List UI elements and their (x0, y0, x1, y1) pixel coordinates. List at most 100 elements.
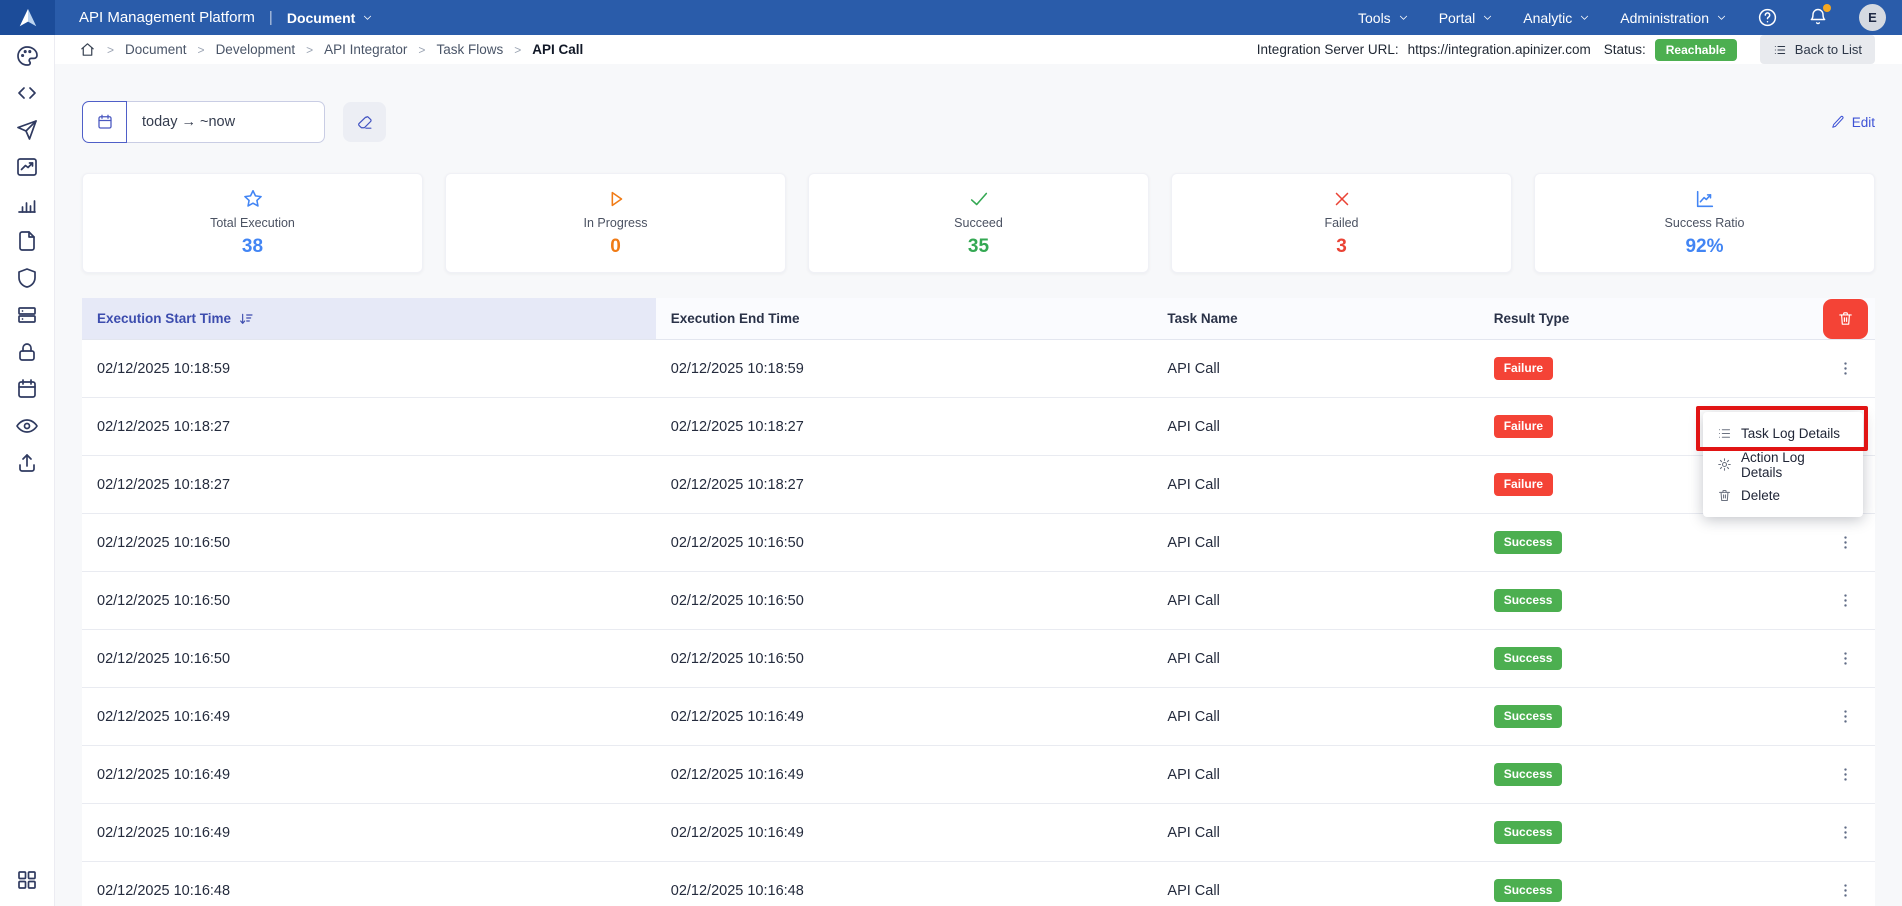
table-row[interactable]: 02/12/2025 10:18:27 02/12/2025 10:18:27 … (82, 398, 1875, 456)
menu-item-delete[interactable]: Delete (1703, 480, 1863, 511)
cell-start-time: 02/12/2025 10:16:48 (82, 883, 656, 899)
cell-start-time: 02/12/2025 10:18:59 (82, 361, 656, 377)
kebab-icon (1837, 592, 1854, 609)
clear-filter-button[interactable] (343, 102, 386, 142)
edit-link[interactable]: Edit (1831, 115, 1875, 130)
chevron-down-icon (1716, 12, 1727, 23)
back-to-list-label: Back to List (1795, 42, 1862, 57)
column-header-result-type[interactable]: Result Type (1479, 298, 1815, 339)
breadcrumb-link-document[interactable]: Document (125, 42, 187, 57)
row-actions-kebab[interactable] (1832, 356, 1858, 382)
sidebar-item-code[interactable] (15, 81, 39, 105)
date-range-input[interactable] (127, 101, 325, 143)
menu-item-action-log-details[interactable]: Action Log Details (1703, 449, 1863, 480)
menu-item-label: Action Log Details (1741, 450, 1849, 480)
nav-context-document[interactable]: Document (287, 10, 373, 26)
notifications-button[interactable] (1808, 7, 1829, 28)
table-row[interactable]: 02/12/2025 10:16:50 02/12/2025 10:16:50 … (82, 572, 1875, 630)
cell-task-name: API Call (1152, 593, 1478, 609)
server-url-value: https://integration.apinizer.com (1408, 42, 1591, 57)
table-row[interactable]: 02/12/2025 10:18:59 02/12/2025 10:18:59 … (82, 340, 1875, 398)
back-to-list-button[interactable]: Back to List (1760, 35, 1875, 64)
home-icon[interactable] (79, 41, 96, 58)
sidebar-item-upload[interactable] (15, 451, 39, 475)
bulk-delete-button[interactable] (1823, 299, 1868, 339)
row-actions-kebab[interactable] (1832, 820, 1858, 846)
column-header-execution-end-time[interactable]: Execution End Time (656, 298, 1153, 339)
cell-result-type: Success (1479, 763, 1815, 786)
cell-task-name: API Call (1152, 419, 1478, 435)
breadcrumb-link-development[interactable]: Development (216, 42, 296, 57)
palette-icon (15, 44, 39, 68)
sidebar-item-eye[interactable] (15, 414, 39, 438)
column-header-execution-start-time[interactable]: Execution Start Time (82, 298, 656, 339)
table-row[interactable]: 02/12/2025 10:16:49 02/12/2025 10:16:49 … (82, 746, 1875, 804)
breadcrumb-separator: > (418, 43, 425, 57)
table-row[interactable]: 02/12/2025 10:16:49 02/12/2025 10:16:49 … (82, 688, 1875, 746)
user-avatar[interactable]: E (1859, 4, 1886, 31)
stat-label: Total Execution (210, 216, 295, 230)
app-logo[interactable] (0, 0, 55, 35)
table-row[interactable]: 02/12/2025 10:16:49 02/12/2025 10:16:49 … (82, 804, 1875, 862)
table-row[interactable]: 02/12/2025 10:16:48 02/12/2025 10:16:48 … (82, 862, 1875, 906)
sidebar-item-document[interactable] (15, 229, 39, 253)
cell-task-name: API Call (1152, 883, 1478, 899)
breadcrumb-link-api-integrator[interactable]: API Integrator (324, 42, 407, 57)
line-chart-icon (15, 155, 39, 179)
sidebar-item-send[interactable] (15, 118, 39, 142)
row-actions-kebab[interactable] (1832, 530, 1858, 556)
result-badge: Failure (1494, 415, 1553, 438)
sidebar-item-grid[interactable] (15, 868, 39, 892)
sidebar-item-palette[interactable] (15, 44, 39, 68)
calendar-icon (96, 113, 114, 131)
stat-label: Succeed (954, 216, 1003, 230)
breadcrumb-current: API Call (532, 42, 583, 57)
menu-item-task-log-details[interactable]: Task Log Details (1703, 418, 1863, 449)
upload-icon (15, 451, 39, 475)
table-row[interactable]: 02/12/2025 10:18:27 02/12/2025 10:18:27 … (82, 456, 1875, 514)
sidebar-item-shield[interactable] (15, 266, 39, 290)
result-badge: Success (1494, 531, 1563, 554)
calendar-button[interactable] (82, 101, 127, 143)
column-header-task-name[interactable]: Task Name (1152, 298, 1478, 339)
nav-menu-administration[interactable]: Administration (1620, 10, 1727, 26)
row-actions-kebab[interactable] (1832, 878, 1858, 904)
sidebar-item-calendar[interactable] (15, 377, 39, 401)
result-badge: Failure (1494, 473, 1553, 496)
help-button[interactable] (1757, 7, 1778, 28)
cell-result-type: Success (1479, 879, 1815, 902)
document-icon (15, 229, 39, 253)
cell-end-time: 02/12/2025 10:16:48 (656, 883, 1153, 899)
server-icon (15, 303, 39, 327)
nav-menu-portal[interactable]: Portal (1439, 10, 1494, 26)
nav-menu-label: Administration (1620, 10, 1709, 26)
cell-start-time: 02/12/2025 10:16:50 (82, 651, 656, 667)
row-actions-kebab[interactable] (1832, 646, 1858, 672)
nav-menu-analytic[interactable]: Analytic (1523, 10, 1590, 26)
cell-end-time: 02/12/2025 10:16:49 (656, 825, 1153, 841)
kebab-icon (1837, 650, 1854, 667)
kebab-icon (1837, 534, 1854, 551)
shield-icon (15, 266, 39, 290)
gear-icon (1717, 457, 1732, 472)
row-actions-kebab[interactable] (1832, 762, 1858, 788)
navbar-divider: | (269, 9, 273, 26)
kebab-icon (1837, 708, 1854, 725)
table-row[interactable]: 02/12/2025 10:16:50 02/12/2025 10:16:50 … (82, 630, 1875, 688)
sidebar-item-bar-chart[interactable] (15, 192, 39, 216)
sidebar-item-server[interactable] (15, 303, 39, 327)
trash-icon (1837, 310, 1854, 327)
pencil-icon (1831, 115, 1845, 129)
sidebar-item-line-chart[interactable] (15, 155, 39, 179)
column-header-actions (1815, 298, 1875, 339)
stat-card-failed: Failed 3 (1171, 173, 1512, 273)
sidebar-item-lock[interactable] (15, 340, 39, 364)
table-row[interactable]: 02/12/2025 10:16:50 02/12/2025 10:16:50 … (82, 514, 1875, 572)
breadcrumb-link-task-flows[interactable]: Task Flows (436, 42, 503, 57)
nav-menu-tools[interactable]: Tools (1358, 10, 1409, 26)
menu-item-label: Delete (1741, 488, 1780, 503)
row-actions-kebab[interactable] (1832, 704, 1858, 730)
row-actions-kebab[interactable] (1832, 588, 1858, 614)
result-badge: Success (1494, 647, 1563, 670)
stat-card-total-execution: Total Execution 38 (82, 173, 423, 273)
